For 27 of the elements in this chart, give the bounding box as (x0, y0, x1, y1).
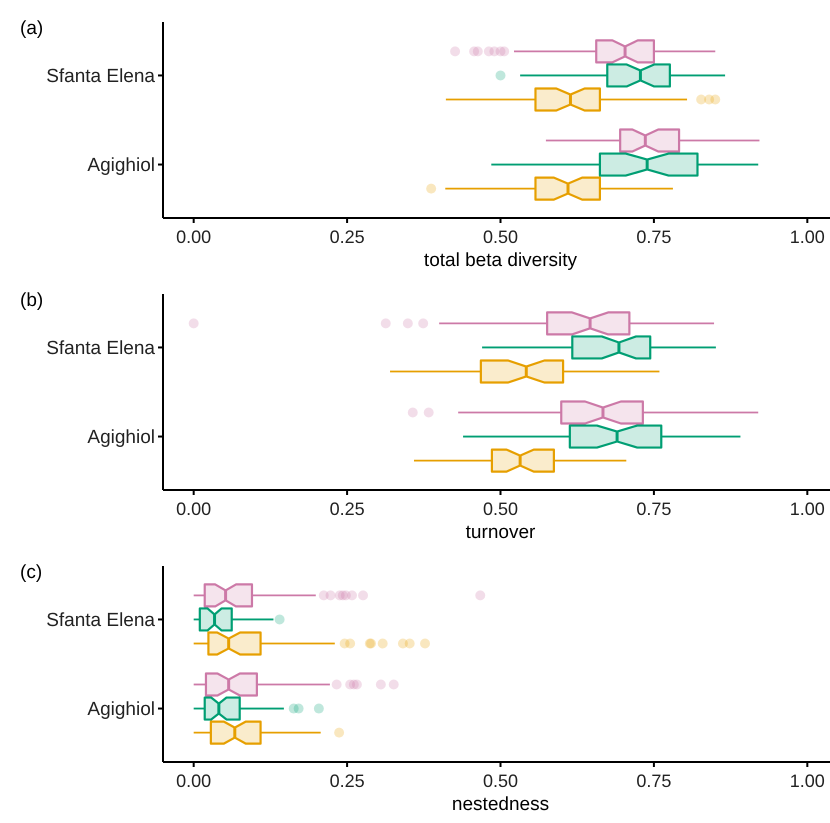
chart-title: (b) (20, 290, 44, 311)
x-tick-label: 0.75 (636, 771, 672, 791)
x-axis-title: total beta diversity (424, 250, 578, 271)
x-tick-label: 0.25 (330, 227, 365, 247)
x-tick-label: 0.50 (482, 499, 518, 519)
x-axis-title: nestedness (452, 794, 550, 815)
x-tick-label: 0.75 (636, 499, 672, 519)
y-tick-label: Agighiol (87, 155, 155, 176)
x-tick-label: 1.00 (790, 771, 825, 791)
y-tick-label: Agighiol (87, 427, 155, 448)
y-tick-label: Sfanta Elena (46, 610, 156, 632)
x-tick-label: 1.00 (790, 227, 825, 247)
x-tick-label: 0.00 (176, 227, 212, 247)
chart-title: (c) (20, 562, 42, 583)
chart-title: (a) (20, 18, 44, 39)
x-tick-label: 1.00 (790, 499, 825, 519)
y-tick-label: Sfanta Elena (46, 66, 156, 88)
x-tick-label: 0.75 (636, 227, 672, 247)
x-axis-title: turnover (466, 522, 536, 543)
x-tick-label: 0.00 (176, 771, 212, 791)
x-tick-label: 0.00 (176, 499, 212, 519)
y-tick-label: Sfanta Elena (46, 338, 156, 360)
x-tick-label: 0.25 (330, 771, 365, 791)
x-tick-label: 0.25 (330, 499, 365, 519)
y-tick-label: Agighiol (87, 699, 155, 720)
x-tick-label: 0.50 (482, 227, 518, 247)
x-tick-label: 0.50 (482, 771, 518, 791)
